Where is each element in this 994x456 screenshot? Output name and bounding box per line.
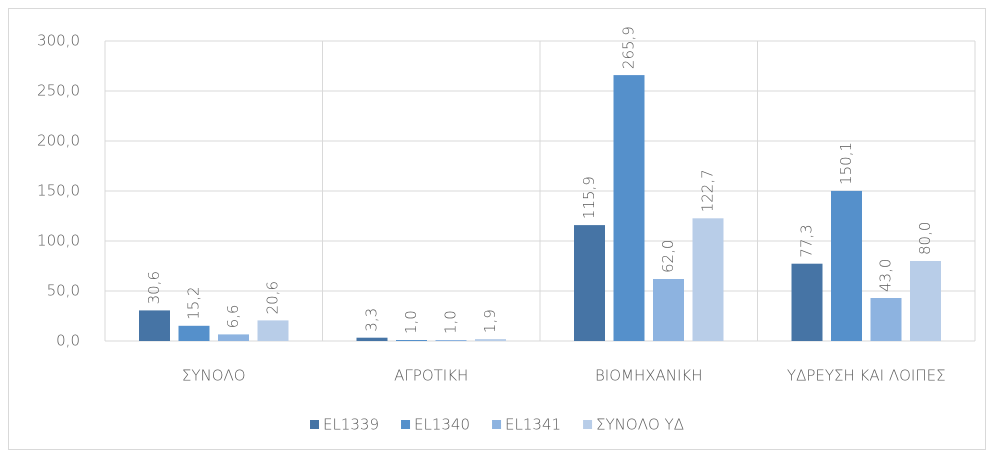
y-tick-label: 150,0 bbox=[37, 182, 80, 200]
y-tick-label: 50,0 bbox=[47, 282, 80, 300]
data-label: 15,2 bbox=[185, 286, 203, 319]
bar bbox=[475, 339, 506, 341]
bar bbox=[653, 279, 684, 341]
data-label: 115,9 bbox=[580, 176, 598, 219]
legend-label: EL1340 bbox=[414, 416, 470, 434]
data-label: 1,0 bbox=[402, 310, 420, 334]
x-tick-label: ΥΔΡΕΥΣΗ ΚΑΙ ΛΟΙΠΕΣ bbox=[787, 367, 946, 385]
bar bbox=[574, 225, 605, 341]
legend-label: EL1339 bbox=[323, 416, 379, 434]
y-tick-label: 250,0 bbox=[37, 82, 80, 100]
y-tick-label: 100,0 bbox=[37, 232, 80, 250]
bar bbox=[692, 218, 724, 341]
bar bbox=[870, 298, 902, 341]
data-label: 30,6 bbox=[145, 271, 163, 304]
data-label: 150,1 bbox=[837, 142, 855, 185]
legend-label: ΣΥΝΟΛΟ ΥΔ bbox=[596, 416, 684, 434]
legend-swatch bbox=[401, 420, 411, 429]
data-label: 43,0 bbox=[877, 259, 895, 292]
legend-swatch bbox=[492, 420, 502, 429]
bar bbox=[435, 340, 467, 341]
legend-swatch bbox=[310, 420, 320, 429]
bar bbox=[257, 320, 289, 341]
bar bbox=[396, 340, 427, 341]
data-label: 1,9 bbox=[481, 309, 499, 333]
data-label: 62,0 bbox=[659, 240, 677, 273]
x-tick-label: ΑΓΡΟΤΙΚΗ bbox=[394, 367, 468, 385]
bar bbox=[910, 261, 941, 341]
bar bbox=[218, 334, 249, 341]
x-tick-label: ΒΙΟΜΗΧΑΝΙΚΗ bbox=[595, 367, 703, 385]
bar bbox=[791, 263, 823, 341]
bar bbox=[613, 75, 645, 341]
x-tick-label: ΣΥΝΟΛΟ bbox=[182, 367, 246, 385]
bar bbox=[139, 310, 170, 341]
y-tick-label: 0,0 bbox=[56, 332, 80, 350]
data-label: 80,0 bbox=[916, 222, 934, 255]
chart-border bbox=[8, 8, 986, 450]
data-label: 122,7 bbox=[699, 169, 717, 212]
bar bbox=[356, 337, 388, 341]
bar bbox=[831, 190, 862, 341]
data-label: 265,9 bbox=[620, 26, 638, 69]
data-label: 77,3 bbox=[798, 224, 816, 257]
bar bbox=[178, 325, 210, 341]
data-label: 3,3 bbox=[363, 308, 381, 332]
data-label: 6,6 bbox=[224, 305, 242, 329]
data-label: 1,0 bbox=[442, 310, 460, 334]
y-tick-label: 300,0 bbox=[37, 32, 80, 50]
legend-swatch bbox=[583, 420, 593, 429]
legend-label: EL1341 bbox=[505, 416, 561, 434]
y-tick-label: 200,0 bbox=[37, 132, 80, 150]
data-label: 20,6 bbox=[264, 281, 282, 314]
